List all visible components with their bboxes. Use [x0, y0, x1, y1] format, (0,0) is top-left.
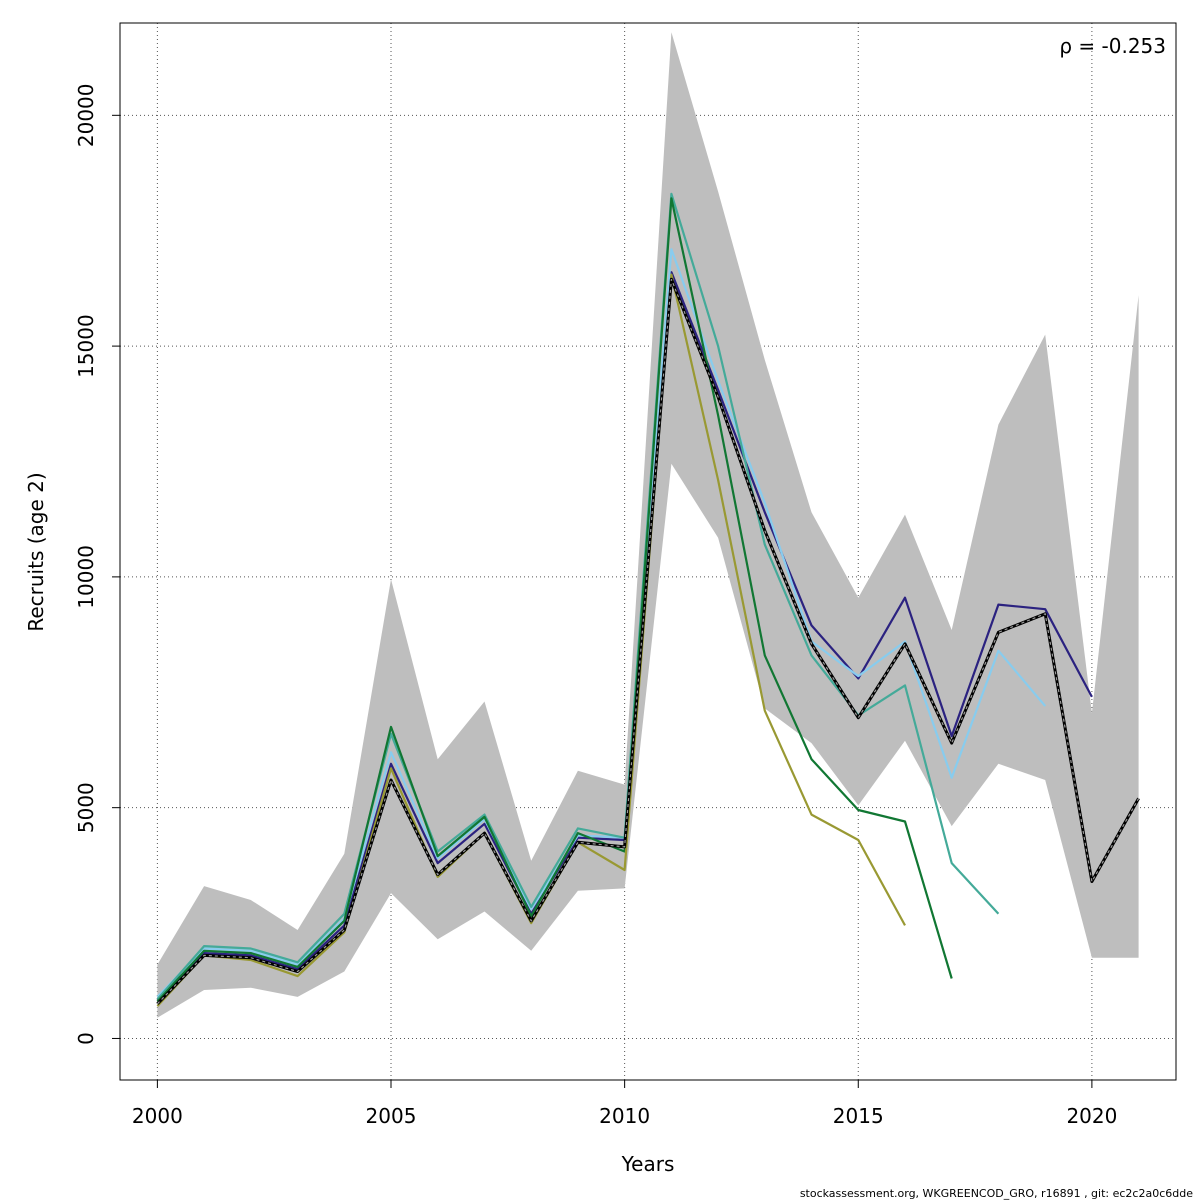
- series-line-2: [156, 248, 1047, 998]
- x-axis-title: Years: [621, 1152, 675, 1176]
- rho-annotation: ρ = -0.253: [1059, 34, 1166, 58]
- series-line-4: [156, 197, 953, 1003]
- x-axis: 2000 2005 2010 2015 2020: [132, 1080, 1117, 1128]
- base-series-layer: [156, 277, 1140, 1005]
- x-tick-label: 2010: [599, 1104, 650, 1128]
- y-tick-label: 0: [74, 1032, 98, 1045]
- plot-frame: [119, 22, 1177, 1081]
- grid-lines: [120, 23, 1176, 1080]
- y-tick-label: 20000: [74, 84, 98, 148]
- x-tick-label: 2000: [132, 1104, 183, 1128]
- y-tick-label: 5000: [74, 782, 98, 833]
- base-series-dash: [156, 278, 1140, 1005]
- x-tick-label: 2015: [833, 1104, 884, 1128]
- y-tick-label: 10000: [74, 545, 98, 609]
- x-tick-label: 2020: [1066, 1104, 1117, 1128]
- footer-source: stockassessment.org, WKGREENCOD_GRO, r16…: [800, 1187, 1193, 1200]
- y-axis: 0 5000 10000 15000 20000: [74, 84, 120, 1045]
- y-tick-label: 15000: [74, 314, 98, 378]
- series-line-5: [156, 273, 906, 1007]
- y-axis-title: Recruits (age 2): [24, 472, 48, 631]
- x-tick-label: 2005: [366, 1104, 417, 1128]
